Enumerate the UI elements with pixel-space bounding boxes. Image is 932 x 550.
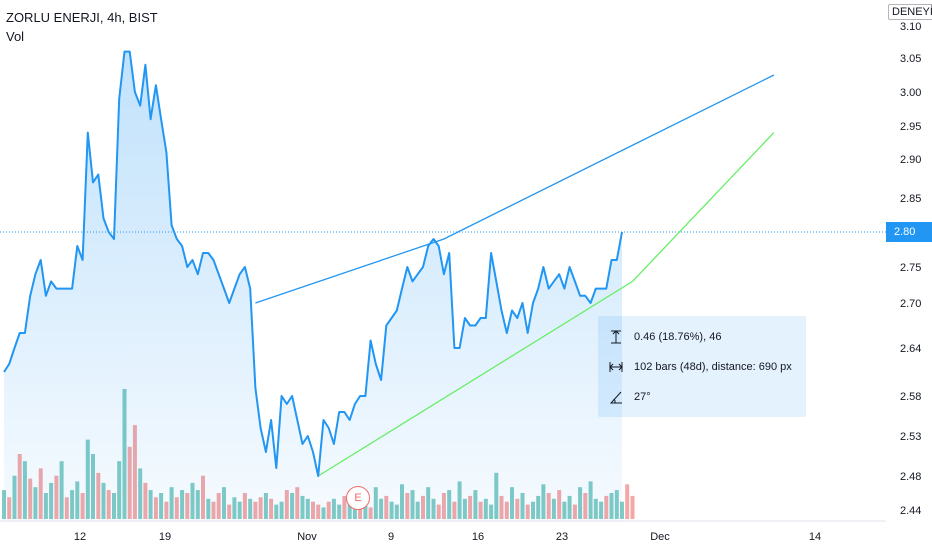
price-range-icon (611, 330, 621, 344)
time-tick-label: Nov (297, 531, 317, 543)
measure-tool-box[interactable]: 0.46 (18.76%), 46 102 bars (48d), distan… (598, 316, 806, 417)
time-tick-label: 23 (556, 531, 568, 543)
volume-bar (630, 495, 635, 519)
price-tick-label: 2.53 (900, 431, 921, 443)
price-tick-label: 2.58 (900, 391, 921, 403)
price-tick-label: 2.70 (900, 298, 921, 310)
price-tick-label: 3.05 (900, 53, 921, 65)
volume-label[interactable]: Vol (6, 29, 25, 44)
time-tick-label: 14 (809, 531, 821, 543)
price-line[interactable] (3, 50, 623, 477)
trendlines[interactable] (255, 74, 775, 477)
date-range-icon (609, 362, 623, 372)
price-tick-label: 3.00 (900, 87, 921, 99)
price-axis[interactable]: 3.10 3.05 3.00 2.95 2.90 2.85 2.75 2.70 2.64 2.58… (900, 21, 921, 517)
symbol-title[interactable]: ZORLU ENERJI, 4h, BIST (6, 10, 158, 25)
time-axis[interactable]: 12 19 Nov 9 16 23 Dec 14 (74, 531, 821, 543)
measure-price-row: 0.46 (18.76%), 46 (608, 328, 721, 346)
measure-price-text: 0.46 (18.76%), 46 (634, 331, 722, 343)
time-tick-label: 16 (472, 531, 484, 543)
measure-bars-text: 102 bars (48d), distance: 690 px (634, 361, 792, 373)
upper-trendline[interactable] (255, 74, 775, 304)
top-axis-tag: DENEYİN (888, 4, 932, 20)
volume-bar (625, 484, 630, 519)
price-tick-label: 3.10 (900, 21, 921, 33)
measure-angle-text: 27° (634, 391, 651, 403)
price-tick-label: 2.85 (900, 193, 921, 205)
angle-icon (609, 391, 622, 404)
price-area (4, 51, 622, 521)
current-price-tag: 2.80 (886, 222, 932, 242)
time-tick-label: 9 (388, 531, 394, 543)
time-tick-label: 12 (74, 531, 86, 543)
lower-trendline[interactable] (317, 132, 775, 477)
time-tick-label: Dec (650, 531, 670, 543)
chart-legend: ZORLU ENERJI, 4h, BIST Vol (6, 8, 158, 46)
price-tick-label: 2.44 (900, 505, 921, 517)
price-tick-label: 2.90 (900, 154, 921, 166)
earnings-badge[interactable]: E (346, 486, 370, 510)
measure-angle-row: 27° (608, 388, 651, 406)
price-tick-label: 2.64 (900, 343, 921, 355)
measure-bars-row: 102 bars (48d), distance: 690 px (608, 358, 792, 376)
price-tick-label: 2.75 (900, 262, 921, 274)
price-tick-label: 2.48 (900, 471, 921, 483)
price-tick-label: 2.95 (900, 121, 921, 133)
time-tick-label: 19 (159, 531, 171, 543)
